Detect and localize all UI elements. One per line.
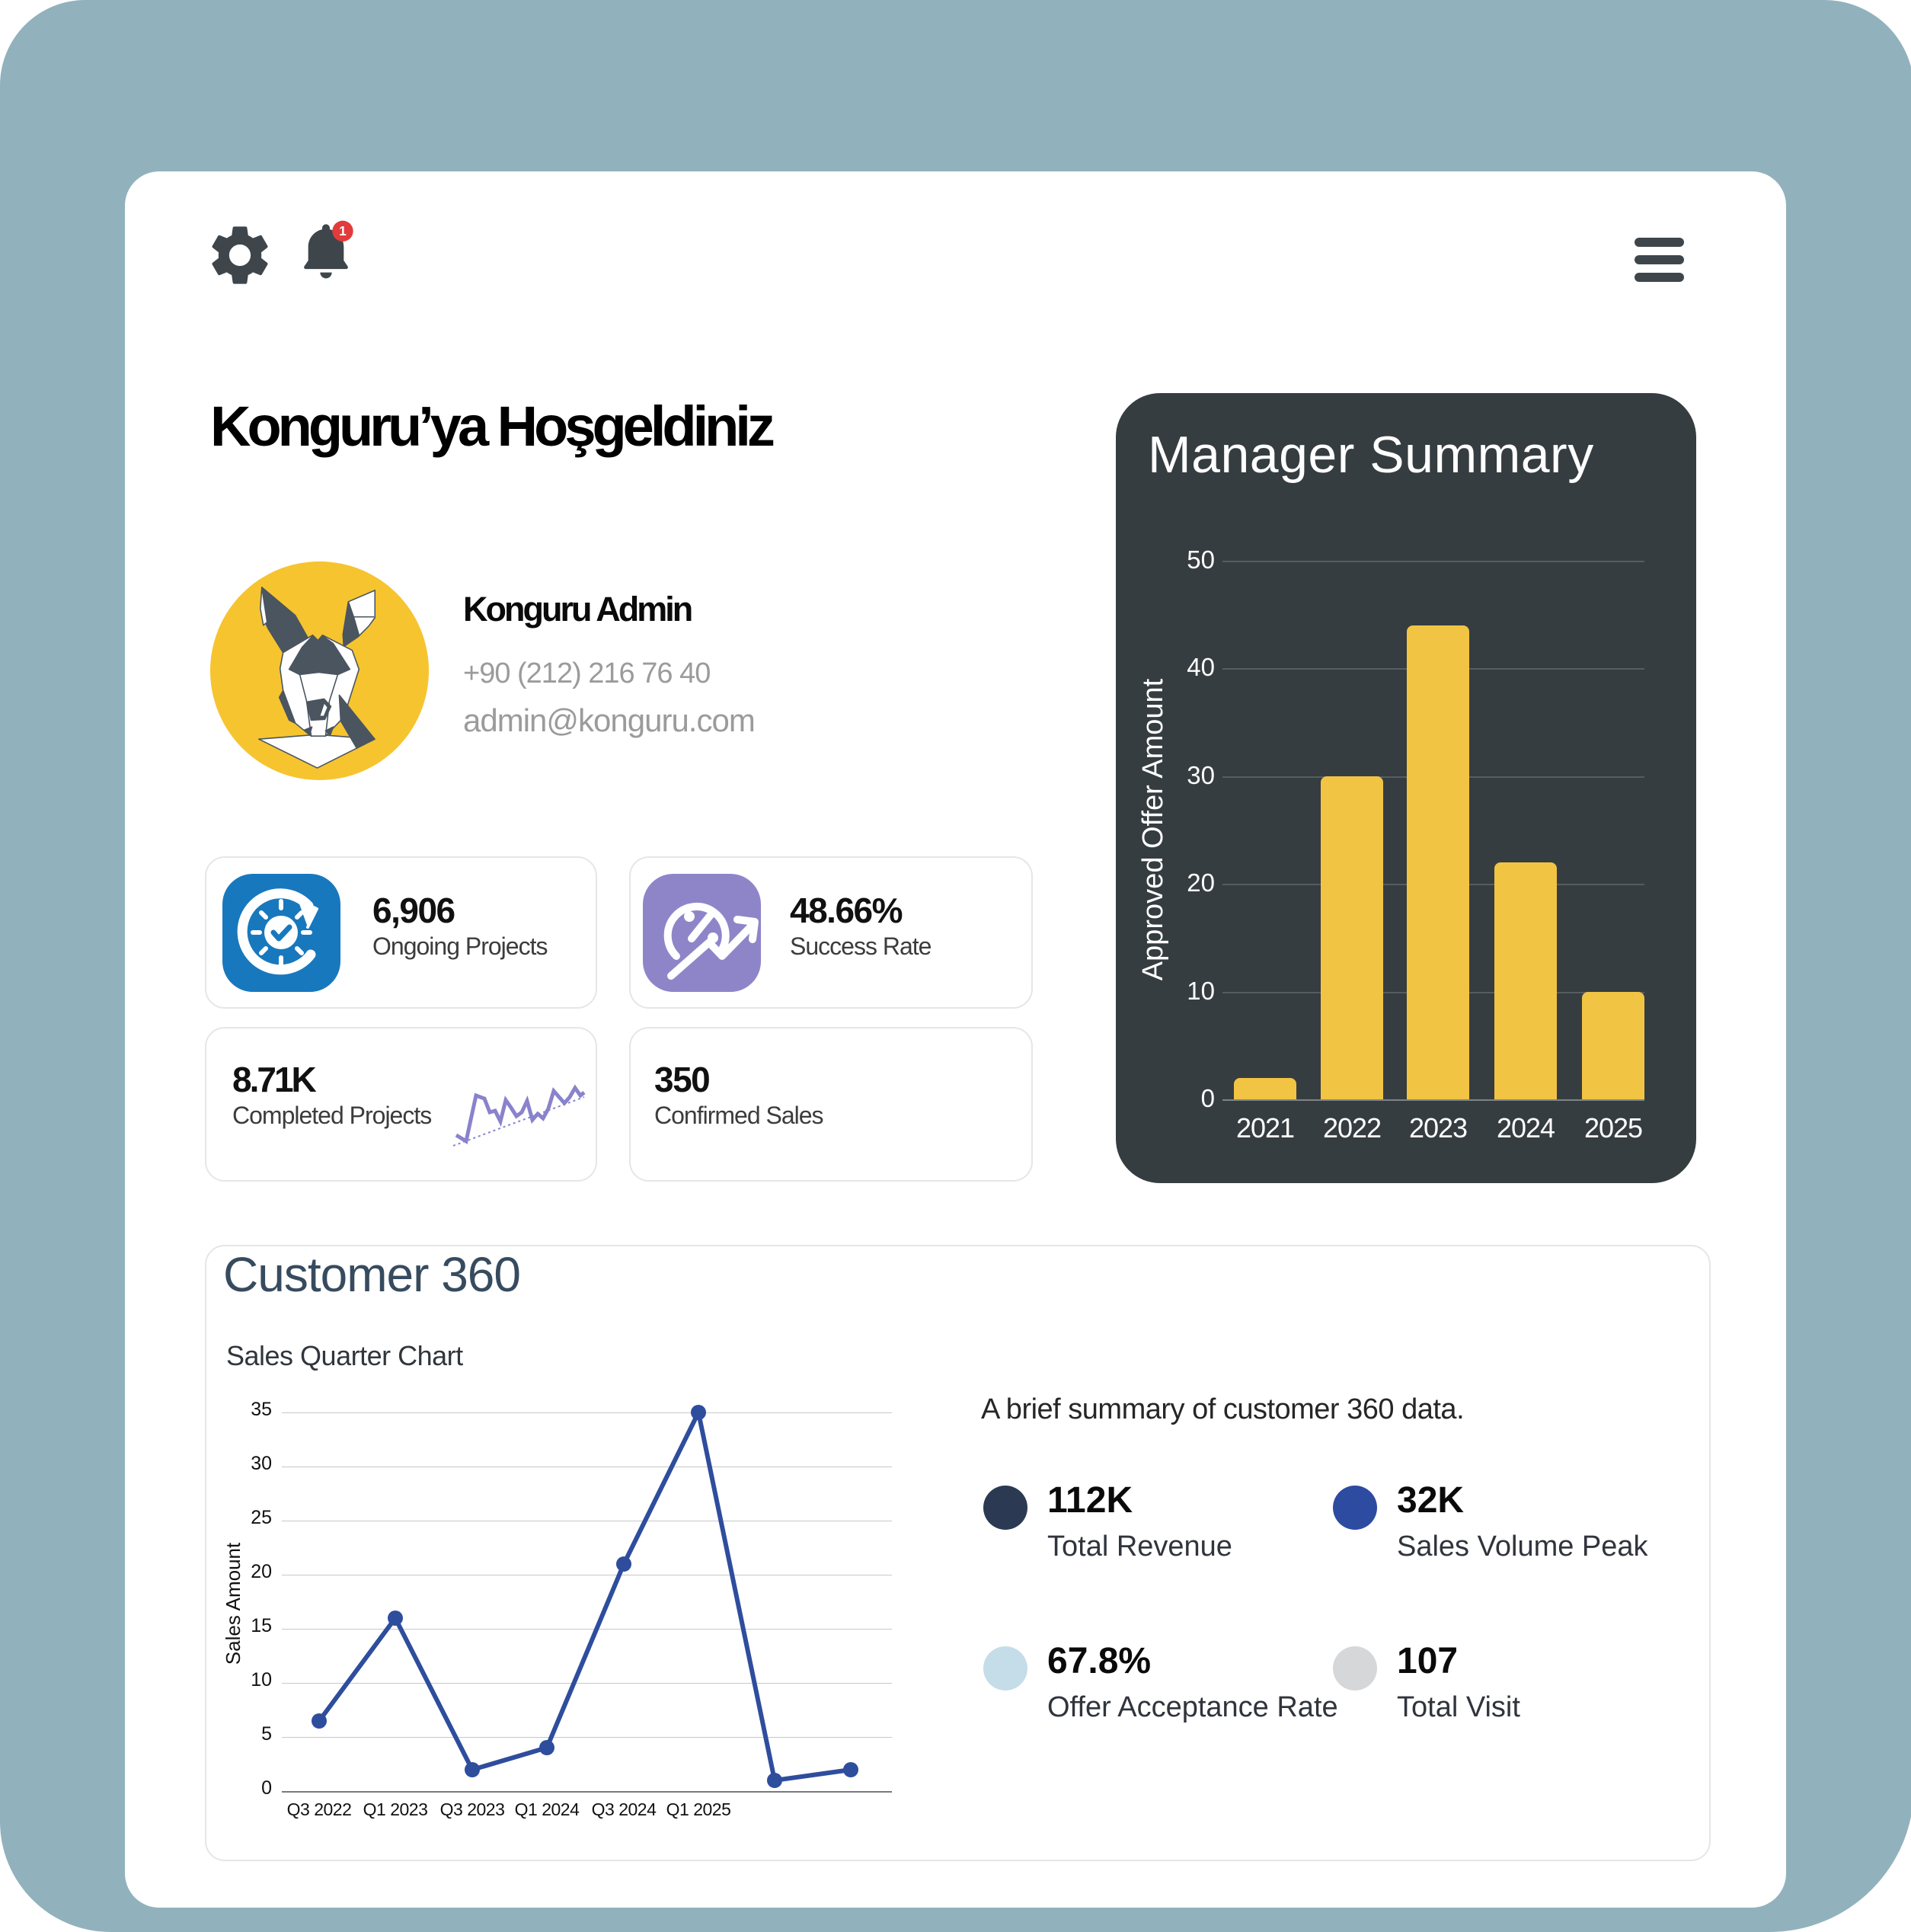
svg-text:1: 1 bbox=[339, 223, 347, 238]
